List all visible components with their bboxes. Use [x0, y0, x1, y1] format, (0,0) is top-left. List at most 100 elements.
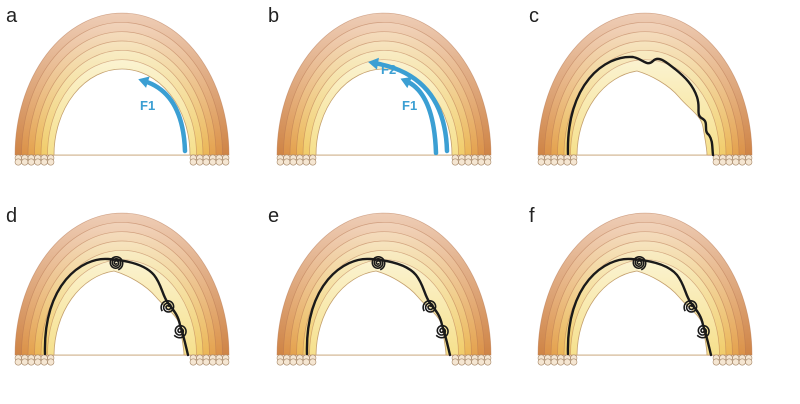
arch-ends	[14, 154, 230, 166]
panel-letter-a: a	[6, 5, 18, 27]
fiber-end	[544, 158, 552, 166]
fiber-end	[544, 358, 552, 366]
arch-hole	[576, 70, 708, 156]
arrow-head	[400, 77, 413, 89]
fiber-end	[289, 358, 297, 366]
fiber-end	[296, 158, 304, 166]
fiber-end	[570, 358, 578, 366]
filament-coil	[173, 324, 187, 339]
filament-coil	[632, 256, 647, 271]
panel-b: b F2 F1	[268, 5, 492, 166]
fiber-end	[40, 358, 48, 366]
fiber-end	[27, 358, 35, 366]
fiber-end	[719, 158, 727, 166]
arrows-b: F2 F1	[368, 57, 450, 156]
fiber-end	[296, 358, 304, 366]
arrows-a: F1	[138, 76, 188, 154]
panel-letter-c: c	[529, 5, 539, 27]
arch-a	[14, 12, 230, 156]
fiber-end	[732, 158, 740, 166]
fiber-end	[712, 358, 720, 366]
fiber-end	[471, 358, 479, 366]
arch-hole	[53, 68, 191, 156]
filament-coil	[422, 299, 437, 313]
fiber-end	[276, 158, 284, 166]
arrow-shaft	[141, 78, 188, 154]
fiber-end	[537, 158, 545, 166]
fiber-end	[745, 358, 753, 366]
fiber-end	[222, 158, 230, 166]
fiber-end	[471, 158, 479, 166]
fiber-end	[34, 358, 42, 366]
fiber-end	[725, 358, 733, 366]
arrow-label-f1: F1	[140, 98, 155, 113]
filament-coil	[109, 256, 124, 271]
fiber-end	[189, 158, 197, 166]
fiber-end	[302, 358, 310, 366]
arch-f	[537, 212, 753, 356]
fiber-end	[222, 358, 230, 366]
fiber-end	[477, 358, 485, 366]
fiber-end	[458, 158, 466, 166]
fiber-end	[14, 158, 22, 166]
fiber-end	[563, 358, 571, 366]
fiber-end	[34, 158, 42, 166]
fiber-end	[451, 158, 459, 166]
fiber-end	[464, 358, 472, 366]
fiber-end	[27, 158, 35, 166]
fiber-end	[464, 158, 472, 166]
fiber-end	[196, 158, 204, 166]
arch-d	[14, 212, 230, 356]
fiber-end	[537, 358, 545, 366]
panel-c: c	[529, 5, 753, 166]
fiber-end	[215, 158, 223, 166]
fiber-end	[738, 158, 746, 166]
filament-d	[43, 256, 190, 357]
fiber-end	[40, 158, 48, 166]
fiber-end	[732, 358, 740, 366]
arrow-label-f1: F1	[402, 98, 417, 113]
fiber-end	[21, 358, 29, 366]
fiber-end	[712, 158, 720, 166]
arrow-shaft	[403, 78, 439, 156]
filament-e	[305, 256, 452, 357]
fiber-end	[209, 158, 217, 166]
fiber-end	[283, 358, 291, 366]
fiber-end	[21, 158, 29, 166]
fiber-end	[550, 358, 558, 366]
filament-c	[566, 55, 715, 157]
panel-a: a F1	[6, 5, 230, 166]
fiber-end	[14, 358, 22, 366]
fiber-end	[196, 358, 204, 366]
panel-letter-d: d	[6, 205, 17, 227]
fiber-end	[215, 358, 223, 366]
fiber-end	[458, 358, 466, 366]
filament-line	[566, 55, 715, 157]
arrow-shaft	[371, 60, 450, 154]
fiber-end	[202, 358, 210, 366]
fiber-end	[451, 358, 459, 366]
panel-e: e	[268, 205, 492, 366]
fiber-end	[738, 358, 746, 366]
fiber-end	[557, 158, 565, 166]
filament-coil	[435, 324, 449, 339]
fiber-end	[47, 358, 55, 366]
arch-ends	[14, 354, 230, 366]
arch-c	[537, 12, 753, 156]
arch-ends	[537, 154, 753, 166]
fiber-end	[309, 158, 317, 166]
fiber-end	[725, 158, 733, 166]
filament-coil	[696, 324, 710, 339]
arch-b	[276, 12, 492, 156]
arrow-label-f2: F2	[381, 62, 396, 77]
filament-coil	[160, 299, 175, 313]
fiber-end	[719, 358, 727, 366]
fiber-end	[289, 158, 297, 166]
arrow-head	[138, 76, 150, 88]
filament-coil	[683, 299, 698, 313]
fiber-end	[745, 158, 753, 166]
filament-f	[566, 256, 713, 357]
fiber-end	[283, 158, 291, 166]
fiber-end	[202, 158, 210, 166]
